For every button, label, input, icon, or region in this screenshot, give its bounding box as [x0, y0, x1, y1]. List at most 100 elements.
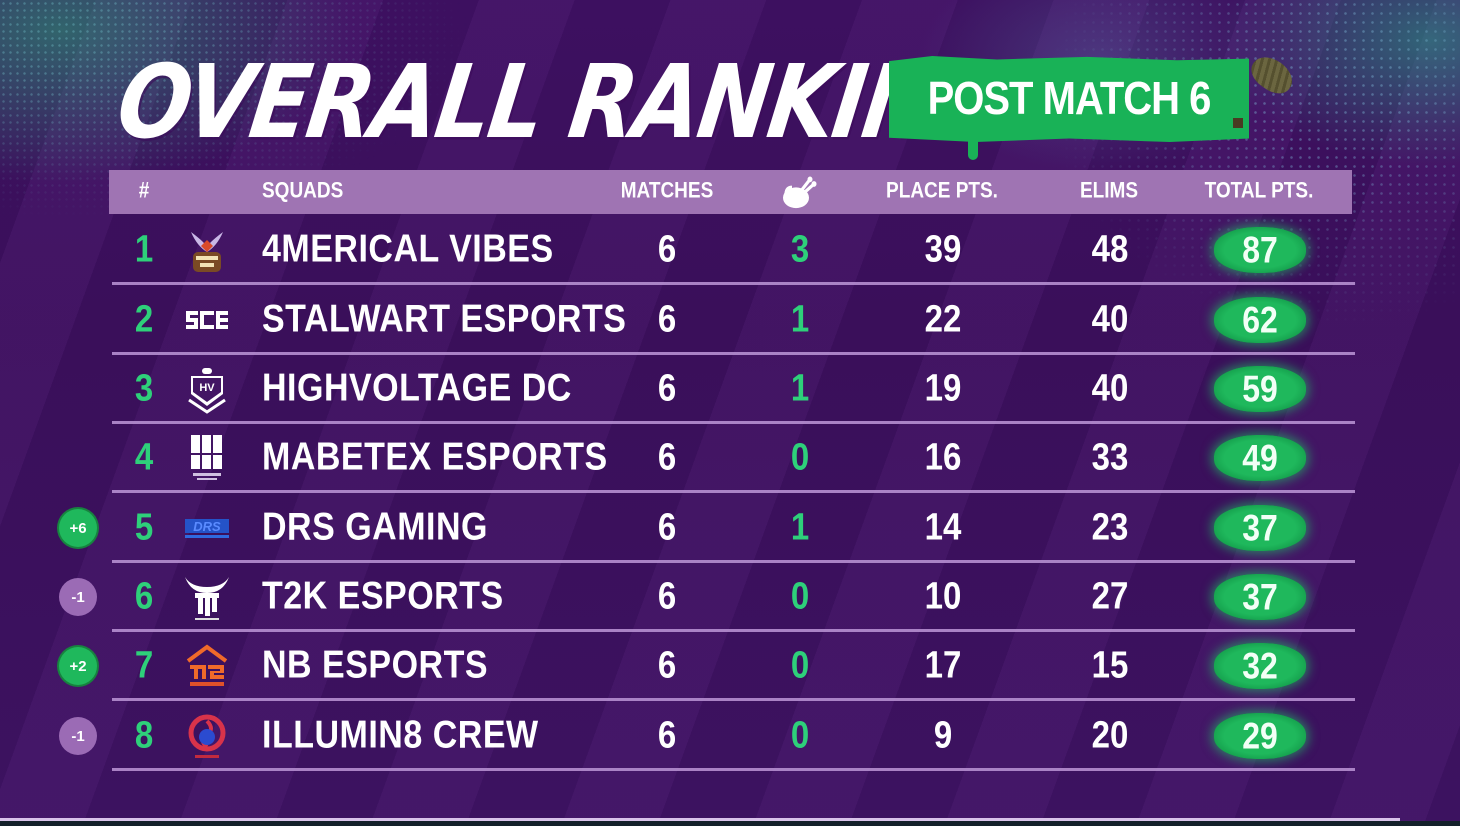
matches-value: 6 [657, 366, 677, 409]
place-pts-value: 9 [933, 713, 953, 756]
post-match-label: POST MATCH 6 [927, 73, 1212, 124]
total-pts-badge: 87 [1214, 227, 1306, 273]
squad-name: HIGHVOLTAGE DC [262, 365, 572, 410]
svg-text:DRS: DRS [193, 519, 221, 534]
row-divider [112, 560, 1355, 563]
header-rank: # [138, 179, 150, 204]
total-pts-value: 37 [1242, 506, 1278, 549]
header-elims: ELIMS [1079, 179, 1139, 204]
table-row: 3 HV HIGHVOLTAGE DC 6 1 19 40 59 [0, 354, 1460, 424]
place-pts-value: 14 [924, 505, 962, 548]
place-pts-value: 16 [924, 435, 962, 478]
total-pts-value: 49 [1242, 436, 1278, 479]
rank-change-badge: -1 [59, 717, 97, 755]
row-divider [112, 490, 1355, 493]
table-row: 4 MABETEX ESPORTS 6 0 16 33 49 [0, 423, 1460, 493]
total-pts-value: 32 [1242, 644, 1278, 687]
header-total-pts: TOTAL PTS. [1204, 179, 1314, 204]
place-pts-value: 10 [924, 574, 962, 617]
elims-value: 20 [1091, 713, 1129, 756]
bottom-edge [0, 821, 1460, 826]
total-pts-badge: 37 [1214, 574, 1306, 620]
matches-value: 6 [657, 574, 677, 617]
total-pts-badge: 62 [1214, 297, 1306, 343]
chicken-dinners-value: 3 [790, 227, 810, 270]
elims-value: 40 [1091, 297, 1129, 340]
matches-value: 6 [657, 227, 677, 270]
chicken-dinners-value: 0 [790, 643, 810, 686]
squad-name: T2K ESPORTS [262, 573, 504, 618]
table-row: +6 5 DRS DRS GAMING 6 1 14 23 37 [0, 493, 1460, 563]
mabetex-esports-logo [182, 433, 232, 483]
rank-change-badge: +6 [59, 509, 97, 547]
rank-number: 6 [134, 574, 154, 617]
squad-name: ILLUMIN8 CREW [262, 712, 539, 757]
place-pts-value: 19 [924, 366, 962, 409]
rank-number: 2 [134, 297, 154, 340]
total-pts-badge: 32 [1214, 643, 1306, 689]
rank-change-badge: -1 [59, 578, 97, 616]
chicken-dinners-value: 0 [790, 713, 810, 756]
paint-drip-decoration [968, 138, 978, 160]
matches-value: 6 [657, 435, 677, 478]
elims-value: 23 [1091, 505, 1129, 548]
elims-value: 27 [1091, 574, 1129, 617]
total-pts-value: 29 [1242, 714, 1278, 757]
rank-number: 7 [134, 643, 154, 686]
table-row: -1 8 ILLUMIN8 CREW 6 0 9 20 29 [0, 701, 1460, 771]
elims-value: 40 [1091, 366, 1129, 409]
row-divider [112, 352, 1355, 355]
table-row: 2 STALWART ESPORTS 6 1 22 40 62 [0, 285, 1460, 355]
svg-text:HV: HV [199, 382, 215, 394]
total-pts-value: 62 [1242, 298, 1278, 341]
total-pts-badge: 37 [1214, 505, 1306, 551]
header-place-pts: PLACE PTS. [886, 179, 998, 204]
total-pts-badge: 59 [1214, 366, 1306, 412]
stalwart-esports-logo [182, 295, 232, 345]
place-pts-value: 39 [924, 227, 962, 270]
t2k-esports-logo [182, 572, 232, 622]
squad-name: STALWART ESPORTS [262, 296, 627, 341]
elims-value: 15 [1091, 643, 1129, 686]
video-progress-bar [0, 818, 1400, 821]
row-divider [112, 282, 1355, 285]
rank-number: 4 [134, 435, 154, 478]
squad-name: NB ESPORTS [262, 642, 489, 687]
rank-number: 5 [134, 505, 154, 548]
chicken-dinners-value: 1 [790, 297, 810, 340]
table-row: 1 4MERICAL VIBES 6 3 39 48 87 [0, 215, 1460, 285]
squad-name: MABETEX ESPORTS [262, 434, 608, 479]
chicken-dinners-value: 1 [790, 505, 810, 548]
matches-value: 6 [657, 505, 677, 548]
rank-number: 8 [134, 713, 154, 756]
highvoltage-dc-logo: HV [182, 364, 232, 414]
chicken-dinners-value: 1 [790, 366, 810, 409]
chicken-dinner-icon [777, 167, 821, 218]
row-divider [112, 768, 1355, 771]
total-pts-value: 87 [1242, 228, 1278, 271]
nb-esports-logo [182, 641, 232, 691]
total-pts-value: 59 [1242, 367, 1278, 410]
illumin8-crew-logo [182, 711, 232, 761]
rank-change-badge: +2 [59, 647, 97, 685]
chicken-dinners-value: 0 [790, 435, 810, 478]
table-row: +2 7 NB ESPORTS 6 0 17 15 32 [0, 631, 1460, 701]
post-match-badge: POST MATCH 6 [889, 56, 1249, 142]
4merical-vibes-logo [182, 225, 232, 275]
elims-value: 33 [1091, 435, 1129, 478]
total-pts-badge: 49 [1214, 435, 1306, 481]
table-header: # SQUADS MATCHES PLACE PTS. ELIMS TOTAL … [109, 170, 1352, 214]
total-pts-value: 37 [1242, 575, 1278, 618]
row-divider [112, 629, 1355, 632]
matches-value: 6 [657, 713, 677, 756]
place-pts-value: 22 [924, 297, 962, 340]
header-matches: MATCHES [620, 179, 714, 204]
table-row: -1 6 T2K ESPORTS 6 0 10 27 37 [0, 562, 1460, 632]
rank-number: 1 [134, 227, 154, 270]
chicken-dinners-value: 0 [790, 574, 810, 617]
row-divider [112, 698, 1355, 701]
rank-number: 3 [134, 366, 154, 409]
drs-gaming-logo: DRS [182, 503, 232, 553]
header-squads: SQUADS [262, 179, 344, 204]
squad-name: DRS GAMING [262, 504, 488, 549]
